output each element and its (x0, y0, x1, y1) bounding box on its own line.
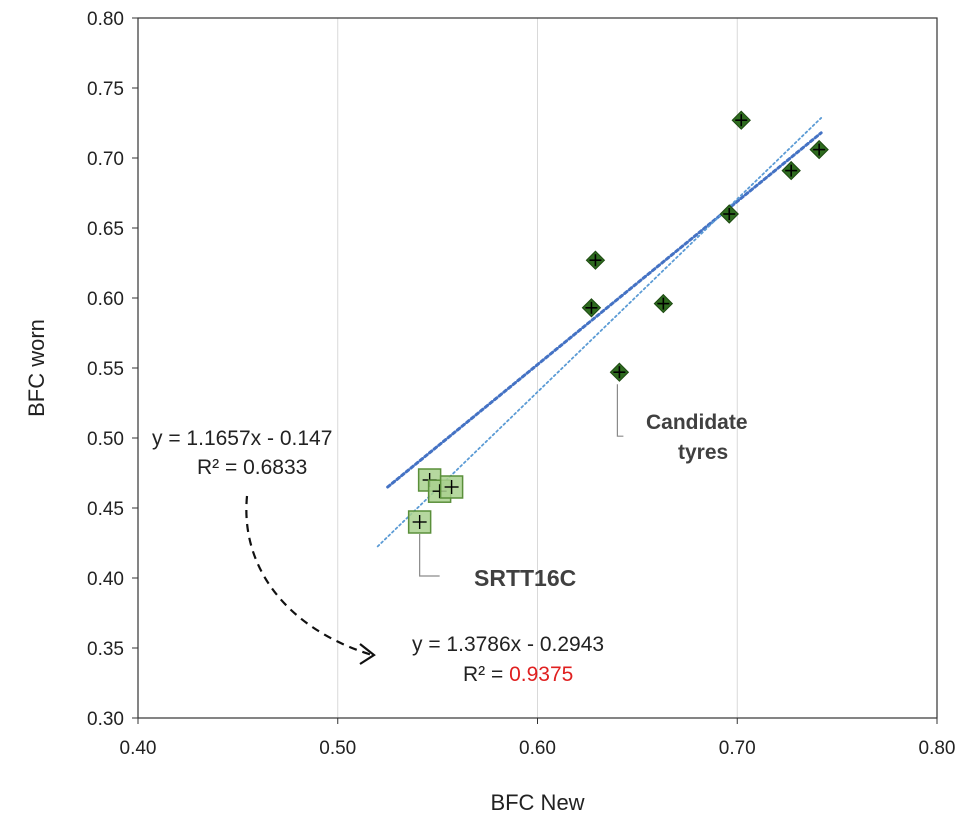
srtt-leader-line (419, 534, 440, 577)
x-axis-ticks: 0.40 0.50 0.60 0.70 0.80 (120, 718, 956, 759)
y-axis-label: BFC worn (24, 319, 49, 417)
srtt16c-label: SRTT16C (474, 565, 576, 591)
srtt-point (439, 475, 464, 499)
y-tick-label: 0.60 (87, 289, 124, 310)
y-tick-label: 0.65 (87, 219, 124, 240)
x-tick-label: 0.40 (120, 738, 157, 759)
candidate-point (653, 293, 674, 314)
y-tick-label: 0.55 (87, 359, 124, 380)
x-axis-label: BFC New (490, 790, 584, 815)
gridlines (337, 18, 738, 718)
y-tick-label: 0.70 (87, 149, 124, 170)
y-tick-label: 0.30 (87, 709, 124, 730)
trend-equation-1: y = 1.1657x - 0.147 (152, 427, 332, 450)
trendlines (376, 117, 823, 548)
trend-r2-1: R² = 0.6833 (197, 456, 307, 479)
y-tick-label: 0.80 (87, 9, 124, 30)
candidate-point (585, 250, 606, 270)
trendline-2 (376, 117, 823, 548)
y-axis-ticks: 0.30 0.35 0.40 0.45 0.50 0.55 0.60 0.65 0.70 0.75… (87, 9, 138, 730)
y-tick-label: 0.50 (87, 429, 124, 450)
x-tick-label: 0.50 (319, 738, 356, 759)
arrow-head (359, 643, 376, 665)
candidate-point (719, 204, 739, 224)
x-tick-label: 0.80 (919, 738, 956, 759)
trend-r2-2-value: 0.9375 (509, 663, 573, 686)
srtt-point (407, 510, 432, 534)
y-tick-label: 0.40 (87, 569, 124, 590)
trendline-1 (386, 131, 823, 489)
candidate-leader-line (616, 384, 624, 437)
y-tick-label: 0.45 (87, 499, 124, 520)
y-tick-label: 0.75 (87, 79, 124, 100)
trend-r2-2: R² = 0.9375 (463, 663, 573, 686)
candidate-point (731, 110, 751, 130)
data-points (407, 110, 829, 534)
x-tick-label: 0.70 (719, 738, 756, 759)
trend-equation-2: y = 1.3786x - 0.2943 (412, 633, 604, 656)
candidate-point (781, 160, 801, 181)
candidate-point (809, 139, 829, 160)
trend-r2-2-prefix: R² = (463, 663, 509, 686)
x-tick-label: 0.60 (519, 738, 556, 759)
candidate-tyres-label-line2: tyres (678, 441, 728, 464)
candidate-point (581, 298, 602, 318)
candidate-point (609, 362, 630, 382)
y-tick-label: 0.35 (87, 639, 124, 660)
dashed-arrow (245, 495, 373, 657)
candidate-tyres-label-line1: Candidate (646, 411, 748, 434)
